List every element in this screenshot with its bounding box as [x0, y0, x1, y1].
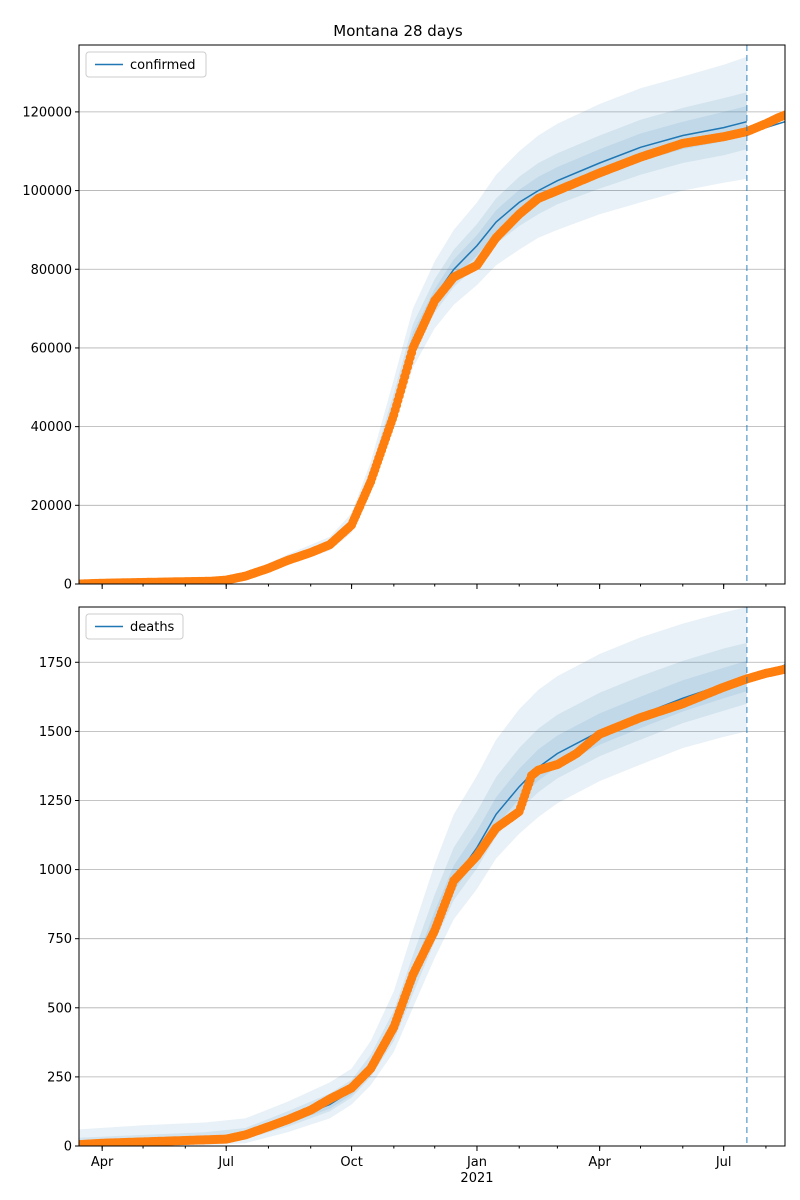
deaths-xtick-label: Apr — [91, 1155, 114, 1170]
deaths-ytick-label: 1250 — [39, 794, 72, 809]
deaths-legend-box — [85, 613, 184, 640]
deaths-xtick-label: Jul — [715, 1155, 732, 1170]
deaths-axes-frame — [78, 606, 786, 1147]
confirmed-ytick-label: 40000 — [31, 420, 72, 435]
confirmed-ytick-label: 20000 — [31, 499, 72, 514]
deaths-band-1 — [79, 642, 747, 1146]
deaths-ytick-label: 1750 — [39, 656, 72, 671]
deaths-ytick-label: 0 — [64, 1140, 72, 1155]
deaths-ytick-label: 1500 — [39, 725, 72, 740]
confirmed-observed-point — [780, 110, 785, 120]
confirmed-ytick-label: 80000 — [31, 263, 72, 278]
confirmed-panel: 0 20000 40000 60000 80000 100000 120000 confirm… — [22, 44, 786, 593]
confirmed-ytick-label: 120000 — [22, 105, 72, 120]
confirmed-plot-area — [79, 56, 785, 584]
deaths-ytick-label: 500 — [47, 1001, 72, 1016]
deaths-panel: 0 250 500 750 1000 1250 1500 1750 Apr Jul Oct Jan20… — [39, 606, 786, 1186]
confirmed-legend-label: confirmed — [130, 58, 196, 73]
confirmed-ytick-label: 60000 — [31, 341, 72, 356]
deaths-xtick-label: Apr — [588, 1155, 611, 1170]
confirmed-ytick-label: 0 — [64, 578, 72, 593]
figure-title: Montana 28 days — [333, 22, 463, 40]
deaths-xtick-label: Jan — [466, 1155, 487, 1170]
confirmed-ytick-label: 100000 — [22, 184, 72, 199]
deaths-xtick-label: Oct — [340, 1155, 362, 1170]
deaths-xtick-label: Jul — [217, 1155, 234, 1170]
confirmed-band-0 — [79, 56, 747, 584]
deaths-observed-points — [79, 664, 785, 1146]
deaths-observed-point — [780, 664, 785, 674]
confirmed-legend-box — [85, 51, 207, 78]
deaths-band-2 — [79, 660, 747, 1146]
deaths-ytick-label: 1000 — [39, 863, 72, 878]
deaths-legend-label: deaths — [130, 620, 175, 635]
deaths-xtick-sublabel: 2021 — [460, 1171, 493, 1186]
confirmed-axes-frame — [78, 44, 786, 585]
confirmed-observed-points — [79, 110, 785, 584]
deaths-ytick-label: 750 — [47, 932, 72, 947]
deaths-plot-area — [79, 607, 785, 1146]
deaths-ytick-label: 250 — [47, 1070, 72, 1085]
